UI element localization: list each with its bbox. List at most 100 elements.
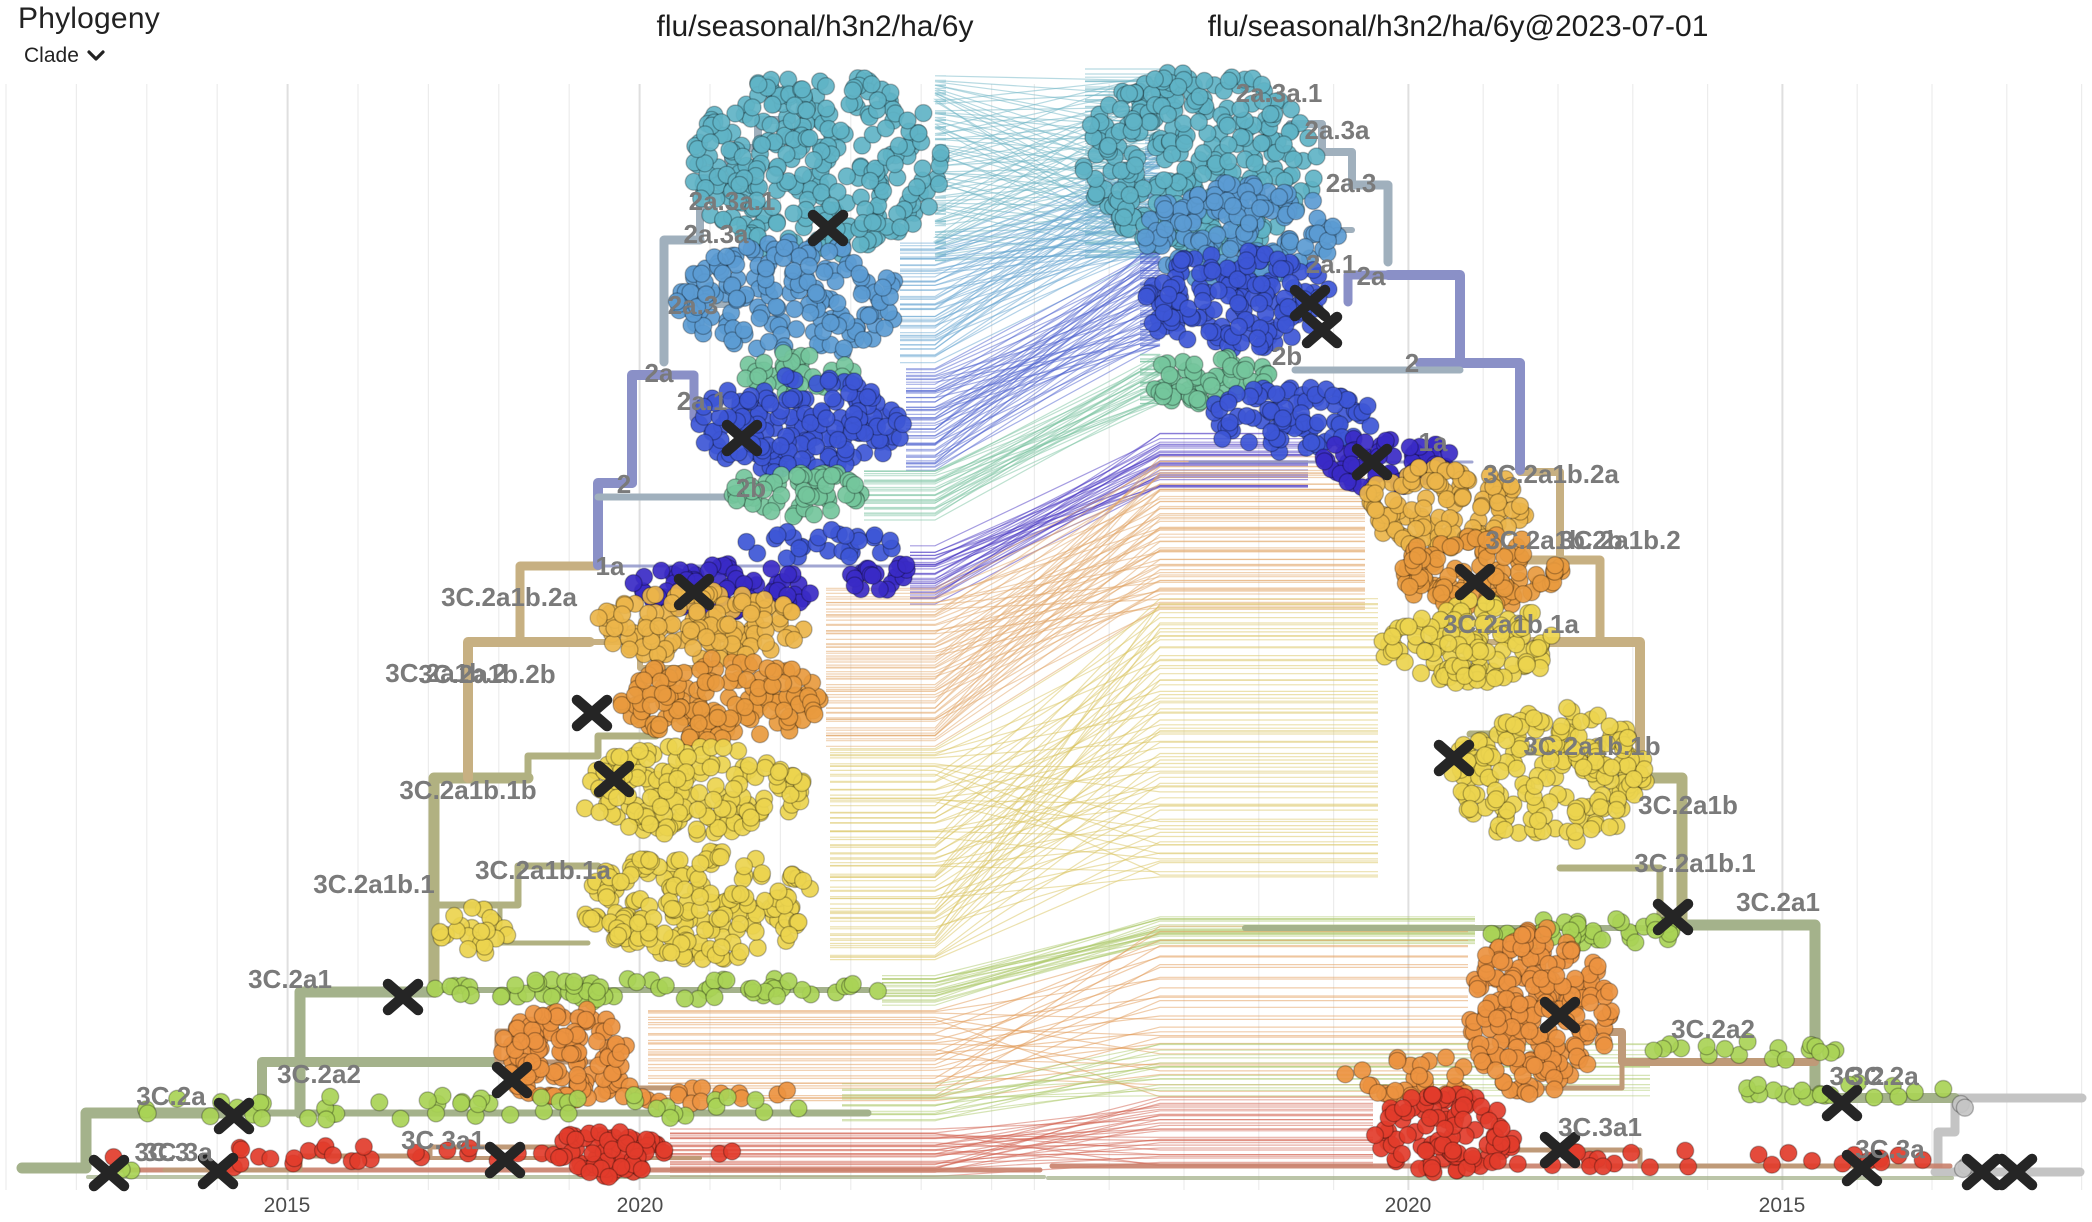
clade-label-left-2a.3a: 2a.3a [683, 219, 749, 249]
vaccine-cross-icon [1961, 1153, 2003, 1191]
tree-branch[interactable] [1383, 270, 1465, 368]
left-red-pair-tips[interactable] [710, 1142, 742, 1164]
right-1a-yellow-tips[interactable] [1373, 591, 1561, 692]
tree-branch[interactable] [1515, 555, 1605, 647]
clade-label-right-3C.2a2: 3C.2a2 [1671, 1014, 1755, 1044]
axis-year-label: 2015 [1759, 1194, 1806, 1217]
clade-label-right-3C.2a1b: 3C.2a1b [1638, 790, 1738, 820]
left-2b-seafoam-tips[interactable] [723, 464, 870, 526]
clade-label-right-1a: 1a [1419, 427, 1448, 457]
color-by-dropdown-label: Clade [24, 44, 79, 67]
tree-branch[interactable] [593, 478, 637, 570]
vaccine-cross-icon [1454, 563, 1496, 601]
clade-label-right-3C.2a1b.1: 3C.2a1b.1 [1634, 848, 1755, 878]
tree-branch[interactable] [515, 561, 603, 647]
clade-label-left-3C.3: 3C.3 [135, 1137, 190, 1167]
vaccine-cross-icon [197, 1152, 239, 1190]
clade-label-right-2a.3a: 2a.3a [1304, 115, 1370, 145]
vaccine-cross-icon [1539, 996, 1581, 1034]
vaccine-cross-icon [721, 419, 763, 457]
clade-label-left-2a.3a.1: 2a.3a.1 [689, 186, 776, 216]
left-2b-orange-tips[interactable] [612, 649, 829, 750]
vaccine-cross-icon [1433, 739, 1475, 777]
vaccine-cross-icon [213, 1097, 255, 1135]
left-2a3-lightblue-tips[interactable] [667, 233, 904, 362]
vaccine-cross-icon [1821, 1084, 1863, 1122]
clade-label-left-3C.3a: 3C.3a [143, 1137, 213, 1167]
clade-label-right-3C.2a1b.2b: 3C.2a1b.2b [1485, 525, 1622, 555]
vaccine-cross-icon [593, 760, 635, 798]
vaccine-cross-icon [491, 1061, 533, 1099]
right-1b-yellow-tips[interactable] [1443, 698, 1655, 850]
right-lime-row2-tips[interactable] [1644, 1032, 1845, 1070]
tree-branch[interactable] [1516, 468, 1564, 564]
clade-label-left-1a: 1a [596, 551, 625, 581]
clade-label-right-2a: 2a [1357, 261, 1386, 291]
clade-label-left-3C.2a1b.2: 3C.2a1b.2 [385, 658, 506, 688]
chevron-down-icon [87, 50, 105, 62]
tree-branch[interactable] [428, 772, 534, 998]
tree-branch[interactable] [1347, 180, 1393, 267]
time-axis-labels: 2015 2020 2020 2015 [264, 1194, 1806, 1217]
right-red-blob-tips[interactable] [1365, 1085, 1523, 1182]
tree-branch[interactable] [524, 732, 660, 782]
vaccine-cross-icon [807, 209, 849, 247]
tree-branch[interactable] [627, 370, 669, 488]
clade-label-left-2a.3: 2a.3 [668, 290, 719, 320]
tree-branch[interactable] [463, 637, 595, 783]
clade-label-left-2a.1: 2a.1 [677, 386, 728, 416]
left-1b-yellow-tips[interactable] [575, 737, 812, 844]
clade-label-left-3C.2a2: 3C.2a2 [277, 1059, 361, 1089]
clade-label-right-3C.2a1b.2a: 3C.2a1b.2a [1483, 459, 1619, 489]
clade-label-left-3C.2a1b.1b: 3C.2a1b.1b [399, 775, 536, 805]
tree-branch[interactable] [1933, 1093, 2087, 1175]
clade-label-left-2a: 2a [645, 358, 674, 388]
tree-branch[interactable] [659, 370, 699, 423]
color-by-dropdown[interactable]: Clade [24, 44, 105, 68]
vaccine-cross-icon [1289, 284, 1331, 322]
vaccine-cross-icon [1841, 1149, 1883, 1187]
vaccine-cross-icon [571, 694, 613, 732]
left-1a-indigo-b-tips[interactable] [841, 555, 916, 599]
right-2a-orange-tips[interactable] [1358, 456, 1535, 557]
tree-branch[interactable] [1415, 358, 1525, 475]
page-title: Phylogeny [18, 2, 160, 35]
right-root-gray-tips[interactable] [1951, 1094, 1975, 1117]
clade-label-right-2b: 2b [1272, 341, 1302, 371]
right-royal-tips[interactable] [1137, 242, 1338, 358]
clade-label-right-2a.1: 2a.1 [1306, 249, 1357, 279]
vaccine-cross-icon [1996, 1153, 2038, 1191]
clade-label-right-3C.3a: 3C.3a [1855, 1134, 1925, 1164]
vaccine-cross-icon [1652, 898, 1694, 936]
clade-label-left-3C.2a1b.2b: 3C.2a1b.2b [418, 659, 555, 689]
left-1a-yellow-tips[interactable] [576, 842, 820, 969]
tree-title-left: flu/seasonal/h3n2/ha/6y [656, 10, 974, 43]
clade-label-right-3C.2a1: 3C.2a1 [1736, 887, 1820, 917]
left-red-blob-tips[interactable] [549, 1122, 674, 1187]
left-2a-orange-tips[interactable] [589, 581, 813, 668]
vaccine-cross-icon [1351, 443, 1393, 481]
tree-branch[interactable] [1676, 919, 1821, 1104]
left-yellow-sparse-tips[interactable] [430, 898, 517, 962]
clade-label-right-2: 2 [1405, 348, 1419, 378]
clade-label-right-3C.2a1b.1b: 3C.2a1b.1b [1523, 731, 1660, 761]
vaccine-cross-icon [382, 978, 424, 1016]
tree-branch[interactable] [1343, 270, 1393, 307]
clade-label-left-3C.3a1: 3C.3a1 [401, 1125, 485, 1155]
clade-label-left-3C.2a1b.1a: 3C.2a1b.1a [475, 855, 611, 885]
axis-year-label: 2020 [617, 1194, 664, 1217]
left-2a1-royal-tips[interactable] [690, 366, 913, 482]
left-royal-sparse-tips[interactable] [737, 520, 902, 568]
left-3c2a1-lime-row-tips[interactable] [426, 969, 888, 1011]
right-royal-lower-tips[interactable] [1205, 378, 1380, 462]
tree-branch[interactable] [16, 1107, 246, 1174]
tree-branch[interactable] [1527, 637, 1645, 783]
clade-label-left-2: 2 [617, 469, 631, 499]
clade-label-left-3C.2a1b.2a: 3C.2a1b.2a [441, 582, 577, 612]
right-2b-seafoam-tips[interactable] [1145, 348, 1278, 413]
tree-branch[interactable] [659, 235, 705, 367]
clade-label-right-2a.3: 2a.3 [1326, 168, 1377, 198]
